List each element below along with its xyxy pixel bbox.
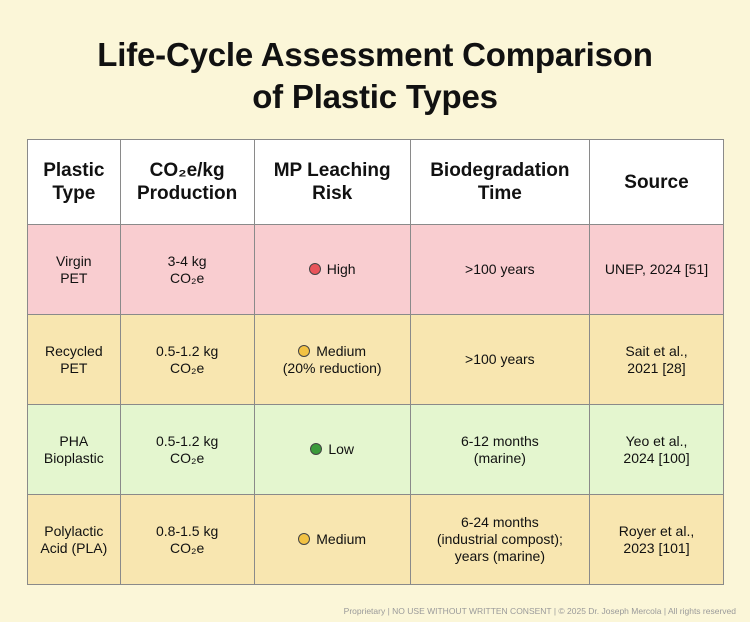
cell-plastic-type: PHA Bioplastic [27, 404, 121, 495]
cell-source: Royer et al., 2023 [101] [589, 494, 724, 585]
header-biodegradation-time: Biodegradation Time [409, 139, 591, 225]
cell-source: Yeo et al., 2024 [100] [589, 404, 724, 495]
risk-dot-icon [308, 263, 321, 275]
header-co2-production: CO₂e/kg Production [119, 139, 255, 225]
cell-biodegradation: 6-12 months (marine) [409, 404, 591, 495]
cell-mp-risk: Low [253, 404, 411, 495]
cell-co2: 0.5-1.2 kg CO₂e [119, 314, 255, 405]
title-line-1: Life-Cycle Assessment Comparison [97, 36, 653, 73]
cell-plastic-type: Recycled PET [27, 314, 121, 405]
risk-dot-icon [298, 533, 311, 545]
comparison-table: Plastic Type CO₂e/kg Production MP Leach… [27, 139, 724, 585]
cell-mp-risk: High [253, 224, 411, 315]
cell-co2: 0.8-1.5 kg CO₂e [119, 494, 255, 585]
header-row: Plastic Type CO₂e/kg Production MP Leach… [27, 139, 724, 225]
cell-plastic-type: Polylactic Acid (PLA) [27, 494, 121, 585]
cell-biodegradation: 6-24 months (industrial compost); years … [409, 494, 591, 585]
risk-dot-icon [310, 443, 323, 455]
cell-plastic-type: Virgin PET [27, 224, 121, 315]
cell-co2: 0.5-1.2 kg CO₂e [119, 404, 255, 495]
cell-biodegradation: >100 years [409, 224, 591, 315]
title-line-2: of Plastic Types [252, 78, 498, 115]
table-row: Polylactic Acid (PLA) 0.8-1.5 kg CO₂e Me… [27, 494, 724, 585]
cell-source: UNEP, 2024 [51] [589, 224, 724, 315]
header-mp-leaching-risk: MP Leaching Risk [253, 139, 411, 225]
cell-source: Sait et al., 2021 [28] [589, 314, 724, 405]
cell-biodegradation: >100 years [409, 314, 591, 405]
cell-mp-risk: Medium [253, 494, 411, 585]
table-row: PHA Bioplastic 0.5-1.2 kg CO₂e Low 6-12 … [27, 404, 724, 495]
table-row: Virgin PET 3-4 kg CO₂e High >100 years U… [27, 224, 724, 315]
header-source: Source [589, 139, 724, 225]
risk-dot-icon [298, 344, 311, 357]
copyright-footer: Proprietary | NO USE WITHOUT WRITTEN CON… [343, 606, 736, 616]
cell-mp-risk: Medium (20% reduction) [253, 314, 411, 405]
header-plastic-type: Plastic Type [27, 139, 121, 225]
page-title: Life-Cycle Assessment Comparison of Plas… [0, 34, 750, 118]
table-row: Recycled PET 0.5-1.2 kg CO₂e Medium (20%… [27, 314, 724, 405]
cell-co2: 3-4 kg CO₂e [119, 224, 255, 315]
